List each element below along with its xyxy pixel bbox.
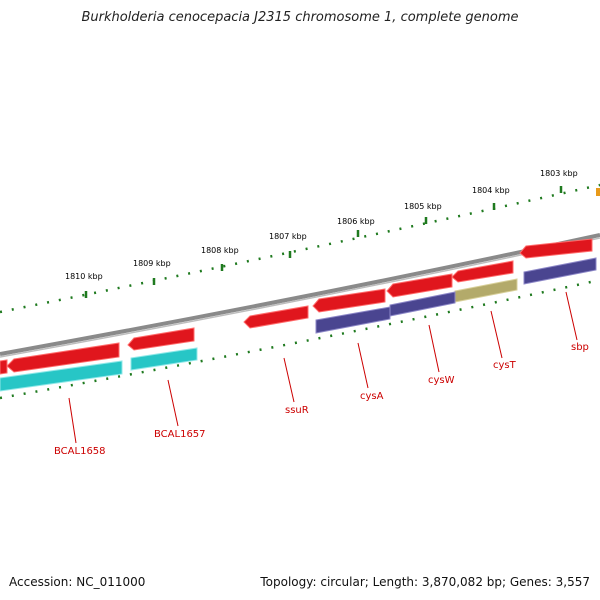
tick-label-1809: 1809 kbp xyxy=(133,259,171,268)
tick-label-1808: 1808 kbp xyxy=(201,246,239,255)
cds-arrow-cysW xyxy=(386,273,453,298)
genome-summary-text: Topology: circular; Length: 3,870,082 bp… xyxy=(260,575,590,589)
cds-arrow-BCAL1657 xyxy=(127,327,195,351)
tick-label-1804: 1804 kbp xyxy=(472,186,510,195)
gene-label-BCAL1657: BCAL1657 xyxy=(154,429,206,440)
gene-label-cysW: cysW xyxy=(428,375,455,386)
major-ticks xyxy=(84,186,563,298)
cds-block-cysA xyxy=(315,306,391,334)
gene-label-cysA: cysA xyxy=(360,391,384,402)
tick-label-1810: 1810 kbp xyxy=(65,272,103,281)
outer-cds-row xyxy=(0,238,593,375)
genome-title: Burkholderia cenocepacia J2315 chromosom… xyxy=(81,10,519,25)
cds-arrow-cysT xyxy=(451,260,514,283)
tick-label-1803: 1803 kbp xyxy=(540,169,578,178)
gene-label-cysT: cysT xyxy=(493,360,517,371)
cds-arrow-sbp xyxy=(519,238,593,259)
cds-arrow-left-edge xyxy=(0,359,8,375)
tick-label-1807: 1807 kbp xyxy=(269,232,307,241)
tick-label-1806: 1806 kbp xyxy=(337,217,375,226)
gene-label-BCAL1658: BCAL1658 xyxy=(54,446,106,457)
cds-block-sbp xyxy=(523,257,597,285)
cds-arrow-ssuR xyxy=(243,305,309,329)
gene-label-sbp: sbp xyxy=(571,342,589,353)
feature-marker-edge xyxy=(596,188,600,196)
cds-arrow-cysA xyxy=(312,288,386,313)
cds-block-BCAL1657 xyxy=(130,347,198,371)
cds-block-BCAL1658 xyxy=(0,360,123,392)
label-leaders xyxy=(68,291,578,444)
accession-text: Accession: NC_011000 xyxy=(9,575,146,589)
chromosome-backbone xyxy=(0,233,600,356)
chromosome-backbone-shadow xyxy=(0,237,600,358)
inner-tick-track xyxy=(0,278,600,400)
inner-cds-row xyxy=(0,257,597,392)
outer-tick-track xyxy=(0,183,600,314)
gene-label-ssuR: ssuR xyxy=(285,405,309,416)
tick-label-1805: 1805 kbp xyxy=(404,202,442,211)
cds-arrow-BCAL1658 xyxy=(6,342,120,373)
